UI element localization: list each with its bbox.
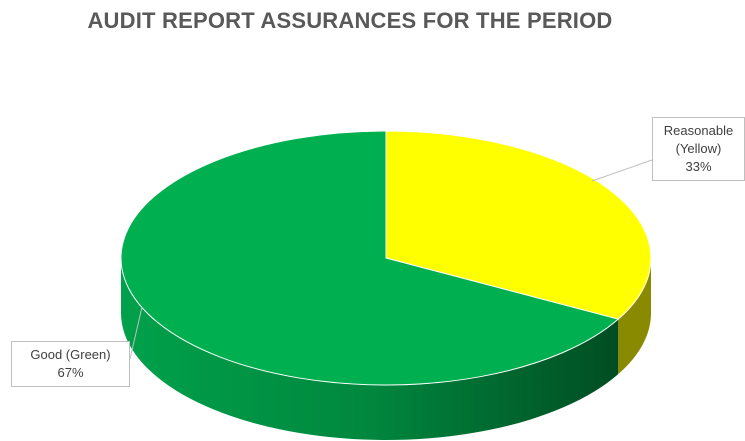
data-label-good-percent: 67% <box>57 365 84 380</box>
data-label-reasonable-percent: 33% <box>685 159 712 174</box>
data-label-reasonable-line2: (Yellow) <box>675 141 722 156</box>
data-label-reasonable-line1: Reasonable <box>663 123 734 138</box>
pie-side-good <box>121 258 619 441</box>
data-label-good: Good (Green) 67% <box>11 341 130 387</box>
leader-line-reasonable <box>591 159 653 182</box>
chart-title: AUDIT REPORT ASSURANCES FOR THE PERIOD <box>87 8 613 33</box>
data-label-reasonable: Reasonable (Yellow) 33% <box>652 117 745 181</box>
leader-line-good <box>129 306 143 360</box>
pie-slice-good <box>120 130 620 386</box>
data-label-good-line1: Good (Green) <box>30 347 111 362</box>
pie-slice-reasonable <box>385 130 652 320</box>
pie-side-reasonable <box>618 258 651 375</box>
